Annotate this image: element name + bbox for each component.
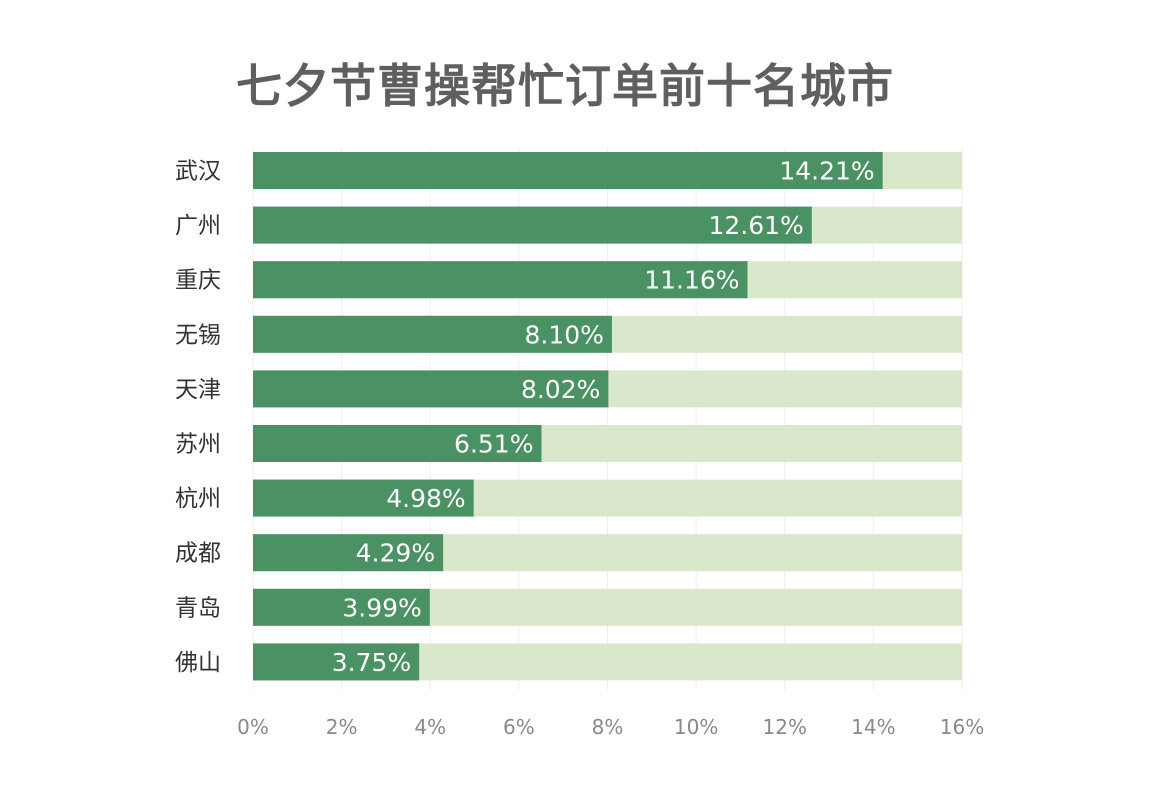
x-tick-label: 14% bbox=[851, 715, 895, 739]
value-label: 8.02% bbox=[521, 375, 600, 404]
category-label: 天津 bbox=[175, 377, 221, 403]
bar bbox=[253, 152, 883, 189]
x-tick-label: 10% bbox=[674, 715, 718, 739]
category-label: 成都 bbox=[175, 541, 221, 567]
x-tick-label: 4% bbox=[414, 715, 446, 739]
bar bbox=[253, 206, 812, 244]
value-label: 4.98% bbox=[386, 484, 465, 513]
x-tick-label: 0% bbox=[237, 715, 269, 739]
value-label: 4.29% bbox=[356, 539, 435, 568]
category-label: 重庆 bbox=[175, 268, 221, 294]
bar bbox=[253, 588, 430, 626]
value-label: 14.21% bbox=[779, 157, 874, 186]
value-label: 11.16% bbox=[644, 266, 739, 295]
category-label: 青岛 bbox=[175, 595, 221, 621]
category-label: 无锡 bbox=[175, 322, 221, 348]
category-label: 杭州 bbox=[175, 486, 221, 512]
bars: 14.21% 12.61% 11.16% 8.10% 8.02% 6.51% 4.98% 4.… bbox=[253, 152, 962, 681]
x-tick-label: 2% bbox=[326, 715, 358, 739]
x-tick-label: 6% bbox=[503, 715, 535, 739]
value-label: 3.75% bbox=[332, 648, 411, 677]
category-label: 广州 bbox=[175, 213, 221, 239]
bar bbox=[253, 479, 474, 517]
value-label: 6.51% bbox=[454, 430, 533, 459]
category-label: 武汉 bbox=[175, 159, 221, 185]
value-label: 8.10% bbox=[525, 320, 604, 349]
bar bbox=[253, 643, 420, 681]
x-tick-label: 16% bbox=[940, 715, 984, 739]
category-label: 苏州 bbox=[175, 432, 221, 458]
bar bbox=[253, 261, 748, 299]
bar bbox=[253, 370, 609, 408]
bar bbox=[253, 534, 444, 572]
bar bbox=[253, 315, 612, 353]
category-label: 佛山 bbox=[175, 650, 221, 676]
bar bbox=[253, 425, 542, 462]
x-tick-label: 12% bbox=[763, 715, 807, 739]
x-axis: 0% 2% 4% 6% 8% 10% 12% 14% 16% bbox=[237, 715, 984, 739]
x-tick-label: 8% bbox=[592, 715, 624, 739]
chart-title: 七夕节曹操帮忙订单前十名城市 bbox=[236, 59, 894, 113]
value-label: 12.61% bbox=[708, 211, 803, 240]
value-label: 3.99% bbox=[342, 593, 421, 622]
